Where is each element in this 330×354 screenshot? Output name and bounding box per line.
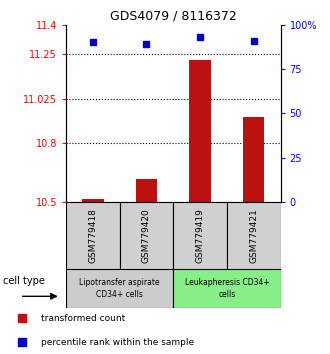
Text: cell type: cell type (3, 276, 45, 286)
Text: Lipotransfer aspirate
CD34+ cells: Lipotransfer aspirate CD34+ cells (79, 279, 160, 298)
Bar (136, 179, 157, 202)
Bar (82, 199, 104, 202)
Text: GSM779421: GSM779421 (249, 208, 258, 263)
Bar (227, 202, 280, 269)
Text: Leukapheresis CD34+
cells: Leukapheresis CD34+ cells (184, 279, 269, 298)
Bar (243, 117, 264, 202)
Bar (66, 202, 120, 269)
Bar (173, 269, 280, 308)
Text: transformed count: transformed count (42, 314, 126, 322)
Text: percentile rank within the sample: percentile rank within the sample (42, 338, 195, 347)
Bar (189, 60, 211, 202)
Text: GSM779420: GSM779420 (142, 208, 151, 263)
Text: GSM779418: GSM779418 (88, 208, 97, 263)
Bar (66, 269, 173, 308)
Title: GDS4079 / 8116372: GDS4079 / 8116372 (110, 9, 237, 22)
Text: GSM779419: GSM779419 (196, 208, 205, 263)
Bar (119, 202, 173, 269)
Bar (173, 202, 227, 269)
